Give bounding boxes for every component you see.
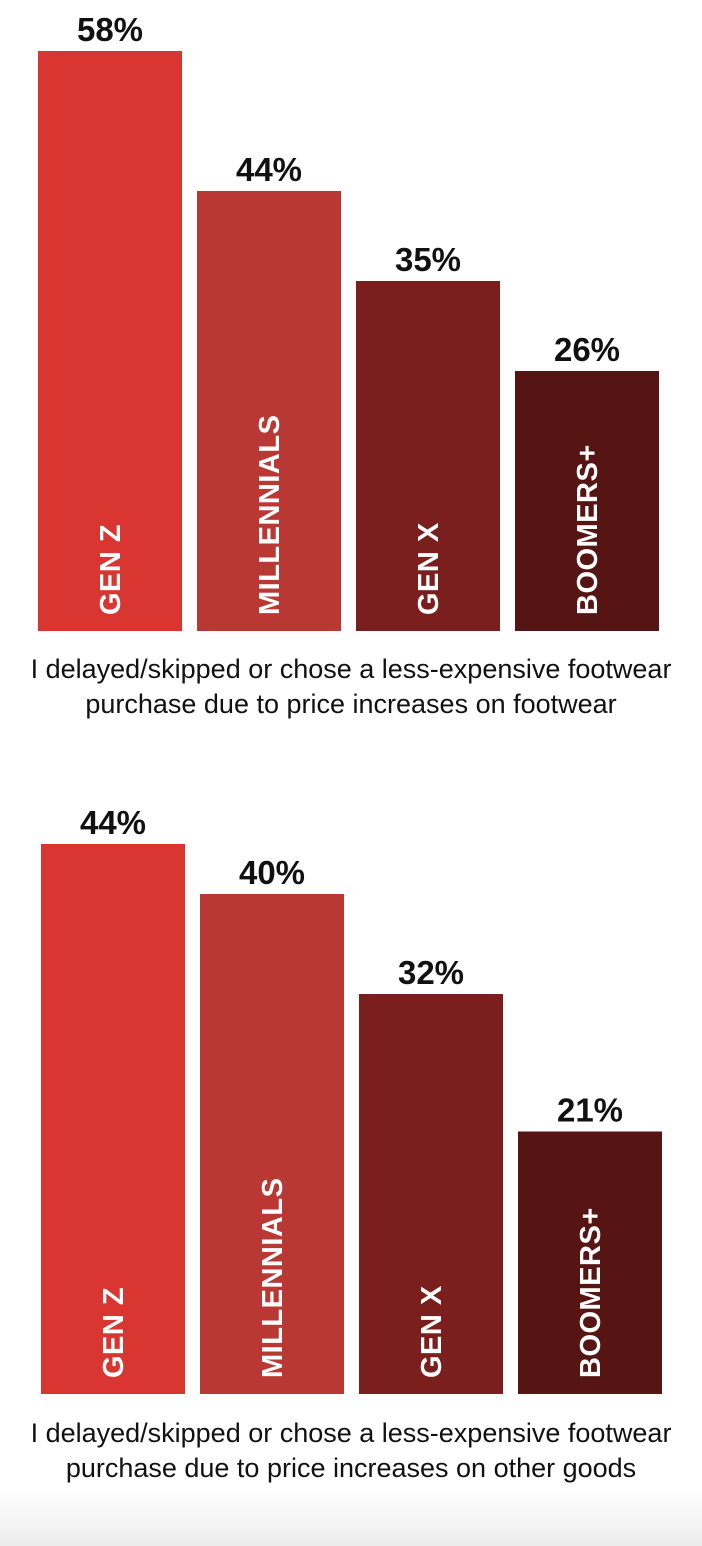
bar-millennials: [197, 191, 341, 631]
bar-value-label: 21%: [557, 1092, 623, 1129]
bar-boomers: [515, 371, 659, 631]
bar-category-label: GEN Z: [98, 1287, 130, 1378]
bar-category-label: GEN Z: [95, 524, 127, 615]
bar-gen-z: [41, 844, 185, 1394]
chart-other-goods-price-increases: 44% GEN Z 40% MILLENNIALS 32% GEN X 21% BOOMERS…: [0, 790, 702, 1530]
bar-category-label: MILLENNIALS: [254, 415, 286, 615]
bar-value-label: 35%: [395, 241, 461, 278]
chart-caption: I delayed/skipped or chose a less-expens…: [30, 654, 672, 719]
bar-value-label: 32%: [398, 954, 464, 991]
bar-category-label: BOOMERS+: [572, 444, 604, 615]
bar-category-label: GEN X: [416, 1285, 448, 1378]
chart-footwear-price-increases: 58% GEN Z 44% MILLENNIALS 35% GEN X 26% BOOMERS…: [30, 11, 672, 719]
bar-value-label: 26%: [554, 331, 620, 368]
bar-value-label: 44%: [236, 151, 302, 188]
bar-value-label: 58%: [77, 11, 143, 48]
bar-gen-x: [356, 281, 500, 631]
bar-boomers: [518, 1131, 662, 1394]
bar-category-label: MILLENNIALS: [257, 1178, 289, 1378]
bar-millennials: [200, 894, 344, 1394]
chart-caption: I delayed/skipped or chose a less-expens…: [30, 1418, 672, 1483]
bar-value-label: 40%: [239, 854, 305, 891]
bar-gen-z: [38, 51, 182, 631]
bar-chart-other-goods: 44% GEN Z 40% MILLENNIALS 32% GEN X 21% BOOMERS…: [41, 804, 662, 1394]
bar-category-label: BOOMERS+: [575, 1207, 607, 1378]
bar-gen-x: [359, 994, 503, 1394]
bar-value-label: 44%: [80, 804, 146, 841]
bar-chart-footwear: 58% GEN Z 44% MILLENNIALS 35% GEN X 26% BOOMERS…: [38, 11, 659, 631]
bar-category-label: GEN X: [413, 522, 445, 615]
